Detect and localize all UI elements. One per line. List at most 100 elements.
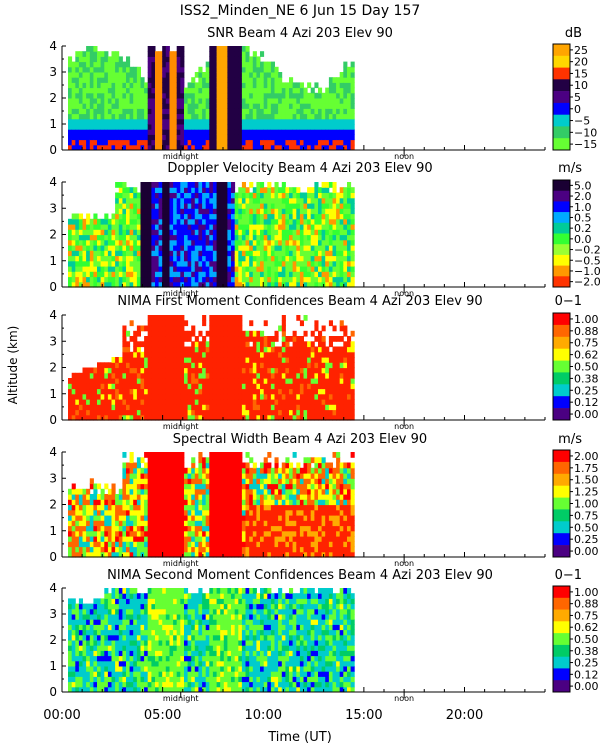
heatmap-cell (310, 108, 315, 115)
heatmap-cell (267, 224, 272, 230)
heatmap-cell (165, 462, 170, 469)
heatmap-cell (216, 362, 221, 369)
heatmap-cell (147, 281, 152, 288)
heatmap-cell (278, 103, 283, 109)
heatmap-cell (220, 124, 225, 130)
heatmap-cell (82, 488, 87, 495)
heatmap-cell (314, 182, 319, 188)
heatmap-cell (147, 404, 152, 411)
heatmap-cell (289, 103, 294, 109)
heatmap-cell (310, 192, 315, 199)
heatmap-cell (227, 388, 232, 395)
heatmap-cell (140, 494, 145, 500)
colorbar-frame (552, 179, 571, 288)
heatmap-cell (104, 87, 109, 94)
heatmap-cell (165, 367, 170, 374)
heatmap-cell (184, 346, 189, 353)
heatmap-cell (78, 139, 83, 146)
heatmap-cell (126, 483, 131, 490)
heatmap-cell (205, 499, 210, 506)
heatmap-cell (147, 388, 152, 395)
heatmap-cell (350, 124, 355, 130)
heatmap-cell (155, 139, 160, 146)
heatmap-cell (184, 250, 189, 257)
heatmap-cell (176, 404, 181, 411)
heatmap-cell (165, 192, 170, 199)
heatmap-cell (169, 144, 174, 151)
heatmap-cell (274, 250, 279, 257)
heatmap-cell (339, 224, 344, 230)
heatmap-cell (299, 113, 304, 120)
heatmap-cell (151, 271, 156, 278)
heatmap-cell (223, 330, 228, 337)
heatmap-cell (238, 357, 243, 363)
heatmap-cell (209, 218, 214, 225)
heatmap-cell (86, 134, 91, 141)
heatmap-cell (165, 139, 170, 146)
heatmap-cell (191, 98, 196, 104)
heatmap-cell (93, 388, 98, 395)
heatmap-cell (155, 536, 160, 542)
heatmap-cell (241, 378, 246, 384)
heatmap-cell (155, 357, 160, 363)
heatmap-cell (318, 239, 323, 246)
heatmap-cell (209, 139, 214, 146)
heatmap-cell (278, 266, 283, 272)
heatmap-cell (198, 276, 203, 283)
heatmap-cell (339, 229, 344, 236)
heatmap-cell (191, 351, 196, 358)
heatmap-cell (75, 139, 80, 146)
heatmap-cell (180, 462, 185, 469)
heatmap-cell (289, 393, 294, 400)
heatmap-cell (325, 144, 330, 151)
heatmap-cell (136, 276, 141, 283)
heatmap-cell (260, 260, 265, 267)
heatmap-cell (78, 378, 83, 384)
heatmap-cell (328, 182, 333, 188)
heatmap-cell (238, 98, 243, 104)
heatmap-cell (86, 108, 91, 115)
heatmap-cell (176, 46, 181, 52)
heatmap-cell (126, 467, 131, 474)
heatmap-cell (165, 467, 170, 474)
heatmap-cell (202, 336, 207, 342)
heatmap-cell (162, 245, 167, 251)
heatmap-cell (241, 383, 246, 390)
heatmap-cell (191, 362, 196, 369)
heatmap-cell (223, 103, 228, 109)
heatmap-cell (303, 87, 308, 94)
heatmap-cell (155, 351, 160, 358)
heatmap-cell (126, 103, 131, 109)
colorbar-swatch (553, 138, 570, 151)
heatmap-cell (129, 336, 134, 342)
heatmap-cell (238, 234, 243, 241)
heatmap-cell (296, 98, 301, 104)
heatmap-cell (285, 367, 290, 374)
colorbar-unit: 0−1 (555, 294, 582, 309)
heatmap-cell (180, 250, 185, 257)
heatmap-cell (339, 98, 344, 104)
heatmap-cell (115, 113, 120, 120)
heatmap-cell (129, 192, 134, 199)
heatmap-cell (285, 245, 290, 251)
heatmap-cell (281, 229, 286, 236)
heatmap-cell (202, 208, 207, 215)
heatmap-cell (136, 414, 141, 421)
heatmap-cell (184, 515, 189, 521)
heatmap-cell (220, 245, 225, 251)
heatmap-cell (115, 260, 120, 267)
heatmap-cell (285, 276, 290, 283)
heatmap-cell (318, 218, 323, 225)
heatmap-cell (184, 320, 189, 327)
heatmap-cell (147, 271, 152, 278)
heatmap-cell (191, 483, 196, 490)
heatmap-cell (198, 208, 203, 215)
heatmap-cell (165, 66, 170, 73)
heatmap-cell (209, 203, 214, 209)
heatmap-cell (78, 393, 83, 400)
heatmap-cell (241, 56, 246, 63)
heatmap-cell (93, 139, 98, 146)
heatmap-cell (126, 383, 131, 390)
heatmap-cell (328, 250, 333, 257)
heatmap-cell (111, 525, 116, 532)
